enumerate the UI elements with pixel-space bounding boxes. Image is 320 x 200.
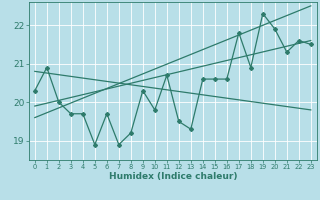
X-axis label: Humidex (Indice chaleur): Humidex (Indice chaleur) <box>108 172 237 181</box>
